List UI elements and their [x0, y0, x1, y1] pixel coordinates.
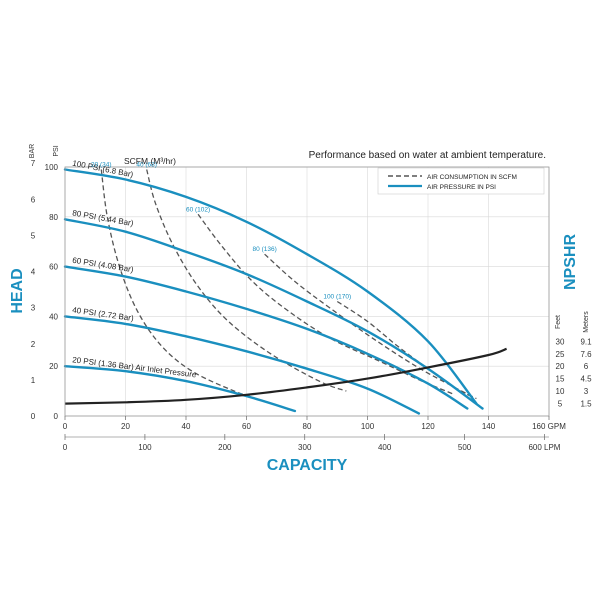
psi-unit-label: PSI — [53, 145, 60, 156]
legend: AIR CONSUMPTION IN SCFM AIR PRESSURE IN … — [377, 167, 545, 195]
air-consumption-label: 60 (102) — [186, 206, 210, 213]
x-tick-lpm-label: 100 — [138, 443, 152, 452]
npshr-curve-group — [64, 347, 507, 405]
npsh-meters-tick: 1.5 — [580, 400, 592, 409]
y-tick-psi-label: 20 — [49, 362, 58, 371]
air-pressure-curve — [63, 218, 484, 410]
x-tick-gpm-label: 100 — [361, 422, 375, 431]
y-tick-psi-label: 80 — [49, 213, 58, 222]
x-tick-gpm-label: 0 — [63, 422, 68, 431]
legend-solid-label: AIR PRESSURE IN PSI — [427, 184, 496, 191]
chart-title: Performance based on water at ambient te… — [309, 150, 546, 161]
y-tick-bar-label: 1 — [31, 376, 36, 385]
y-tick-psi-label: 0 — [54, 412, 59, 421]
pressure-curve-label: 80 PSI (5.44 Bar) — [72, 208, 135, 228]
npshr-curve — [64, 347, 507, 405]
x-tick-gpm-label: 160 GPM — [532, 422, 566, 431]
y-tick-psi-label: 40 — [49, 312, 58, 321]
air-pressure-curve — [63, 168, 478, 405]
air-consumption-label: 80 (136) — [253, 246, 277, 253]
air-pressure-curve — [63, 315, 421, 415]
air-consumption-curve — [264, 253, 477, 400]
y-axis-title: HEAD — [9, 268, 26, 313]
x-tick-lpm-label: 0 — [63, 443, 68, 452]
air-consumption-label: 40 (68) — [136, 161, 157, 168]
y-tick-bar-label: 4 — [31, 268, 36, 277]
air-pressure-curves — [63, 168, 484, 415]
npsh-feet-tick: 25 — [556, 350, 565, 359]
y-tick-bar-label: 0 — [31, 412, 36, 421]
legend-dashed-label: AIR CONSUMPTION IN SCFM — [427, 174, 517, 181]
air-consumption-curve — [100, 169, 265, 402]
y-tick-bar-label: 6 — [31, 195, 36, 204]
x-tick-lpm-label: 500 — [458, 443, 472, 452]
x-axis-title: CAPACITY — [267, 457, 348, 474]
x-tick-lpm-label: 600 LPM — [528, 443, 560, 452]
air-consumption-label: 20 (34) — [91, 161, 112, 168]
npsh-feet-tick: 10 — [556, 387, 565, 396]
x-tick-lpm-label: 200 — [218, 443, 232, 452]
bar-unit-label: BAR — [29, 144, 36, 158]
npsh-meters-unit: Meters — [583, 311, 590, 333]
y-tick-psi-label: 100 — [45, 163, 59, 172]
chart-labels: 100 PSI (6.8 Bar)80 PSI (5.44 Bar)60 PSI… — [72, 159, 352, 380]
air-consumption-label: 100 (170) — [323, 293, 351, 300]
x-tick-gpm-label: 60 — [242, 422, 251, 431]
air-pressure-curve — [63, 265, 469, 410]
npsh-feet-tick: 5 — [558, 400, 563, 409]
y-tick-bar-label: 5 — [31, 231, 36, 240]
npsh-feet-tick: 20 — [556, 362, 565, 371]
x-tick-gpm-label: 20 — [121, 422, 130, 431]
npsh-feet-tick: 30 — [556, 337, 565, 346]
npsh-meters-tick: 7.6 — [580, 350, 592, 359]
npsh-feet-unit: Feet — [555, 315, 562, 329]
x-tick-lpm-label: 300 — [298, 443, 312, 452]
npsh-meters-tick: 3 — [584, 387, 589, 396]
y-tick-psi-label: 60 — [49, 263, 58, 272]
air-consumption-curve — [197, 213, 453, 395]
npshr-axis-title: NPSHR — [562, 234, 579, 290]
air-pressure-curve — [63, 365, 297, 413]
npsh-meters-tick: 4.5 — [580, 375, 592, 384]
npsh-meters-tick: 6 — [584, 362, 589, 371]
y-tick-bar-label: 2 — [31, 340, 36, 349]
y-tick-bar-label: 7 — [31, 159, 36, 168]
scfm-label: SCFM (M³/hr) — [124, 156, 176, 166]
x-tick-lpm-label: 400 — [378, 443, 392, 452]
y-tick-bar-label: 3 — [31, 304, 36, 313]
x-tick-gpm-label: 40 — [182, 422, 191, 431]
x-tick-gpm-label: 80 — [303, 422, 312, 431]
npsh-meters-tick: 9.1 — [580, 337, 592, 346]
npsh-feet-tick: 15 — [556, 375, 565, 384]
legend-box — [377, 167, 545, 195]
x-tick-gpm-label: 120 — [421, 422, 435, 431]
x-tick-gpm-label: 140 — [482, 422, 496, 431]
